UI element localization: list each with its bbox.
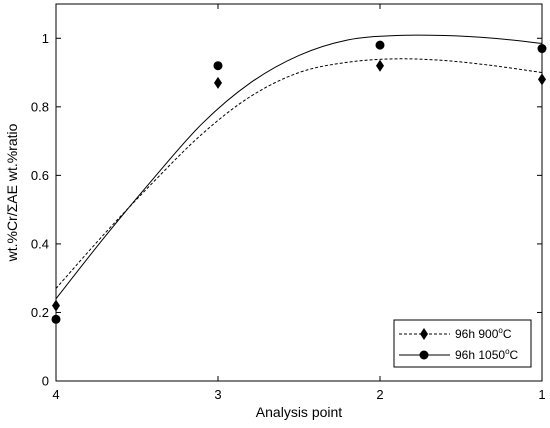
y-tick-label: 0 [42, 374, 49, 389]
y-tick-label: 0.2 [31, 305, 49, 320]
data-point-series-1 [376, 59, 384, 72]
x-tick-label: 2 [376, 387, 383, 402]
data-point-series-1 [538, 73, 546, 86]
data-point-series-2 [51, 314, 61, 324]
legend-label: 96h 900oC [455, 326, 512, 341]
legend-label-suffix: C [510, 348, 519, 362]
series-trend-lines [55, 34, 543, 300]
x-tick-label: 1 [538, 387, 545, 402]
data-point-series-2 [375, 40, 385, 50]
y-tick-label: 1 [42, 31, 49, 46]
x-tick-label: 3 [214, 387, 221, 402]
data-point-series-1 [52, 299, 60, 312]
trend-line-series-1 [55, 58, 543, 289]
data-point-series-1 [214, 76, 222, 89]
legend: 96h 900oC 96h 1050oC [393, 319, 532, 368]
legend-label-superscript: o [505, 347, 510, 356]
legend-marker [420, 328, 428, 340]
data-point-series-2 [537, 44, 547, 54]
legend-label-suffix: C [503, 327, 512, 341]
y-axis-title: wt.%Cr/ΣAE wt.%ratio [4, 123, 20, 262]
y-tick-label: 0.6 [31, 168, 49, 183]
legend-box [393, 319, 532, 368]
legend-label: 96h 1050oC [455, 347, 519, 362]
plot-frame [55, 3, 543, 382]
trend-line-series-2 [55, 34, 543, 300]
x-tick-label: 4 [52, 387, 59, 402]
legend-marker [419, 350, 429, 360]
data-point-series-2 [213, 61, 223, 71]
y-tick-label: 0.8 [31, 99, 49, 114]
x-axis-title: Analysis point [256, 404, 342, 420]
series-data-points [51, 40, 547, 324]
x-axis-ticks: 4 3 2 1 [52, 4, 546, 402]
legend-label-superscript: o [498, 326, 503, 335]
plot-area-border [55, 3, 543, 382]
y-tick-label: 0.4 [31, 236, 49, 251]
y-axis-ticks: 0 0.2 0.4 0.6 0.8 1 [31, 31, 542, 389]
